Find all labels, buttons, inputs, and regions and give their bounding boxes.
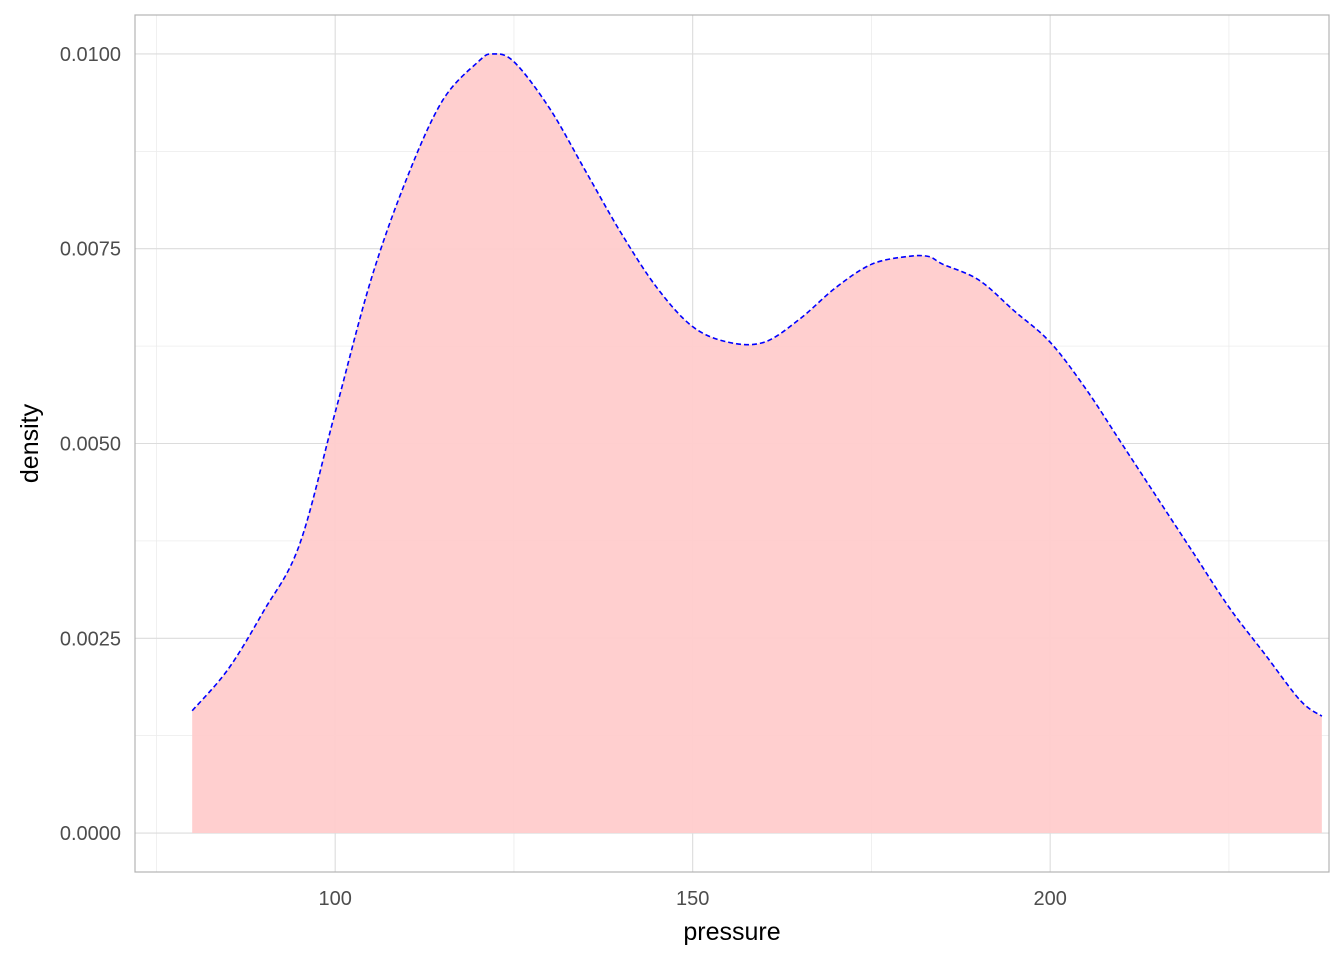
y-tick-label: 0.0075	[60, 239, 121, 261]
x-tick-label: 200	[1033, 888, 1066, 910]
x-tick-label: 100	[319, 888, 352, 910]
y-tick-label: 0.0050	[60, 434, 121, 456]
y-tick-label: 0.0000	[60, 823, 121, 845]
x-tick-label: 150	[676, 888, 709, 910]
density-area	[192, 53, 1322, 834]
y-tick-label: 0.0025	[60, 628, 121, 650]
y-tick-label: 0.0100	[60, 44, 121, 66]
y-axis-title: density	[16, 403, 44, 483]
density-line	[191, 53, 1323, 717]
y-tick-labels: 0.0000 0.0025 0.0050 0.0075 0.0100	[60, 44, 121, 845]
x-axis-title: pressure	[683, 918, 780, 946]
x-tick-labels: 100 150 200	[319, 888, 1067, 910]
panel-border	[134, 14, 1330, 873]
